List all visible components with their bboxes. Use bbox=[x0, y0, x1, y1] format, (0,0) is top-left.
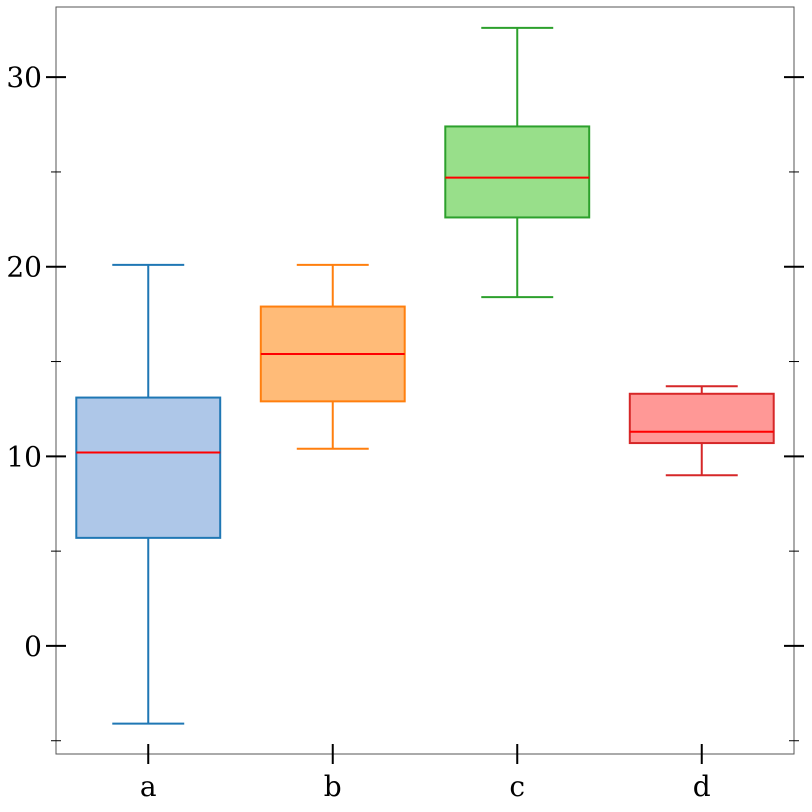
x-tick-label-c: c bbox=[509, 770, 525, 803]
y-tick-label: 10 bbox=[6, 440, 42, 473]
y-tick-label: 20 bbox=[6, 251, 42, 284]
box-group-c bbox=[444, 26, 591, 299]
box-layer bbox=[75, 26, 775, 725]
box-body bbox=[444, 125, 591, 219]
axis-layer: 0 10 20 30 a b c d bbox=[6, 61, 804, 803]
x-tick-label-a: a bbox=[140, 770, 157, 803]
y-tick-label: 30 bbox=[6, 61, 42, 94]
x-tick-label-d: d bbox=[693, 770, 711, 803]
box-group-d bbox=[628, 385, 775, 477]
box-group-a bbox=[75, 263, 222, 725]
box-group-b bbox=[259, 263, 406, 450]
y-tick-label: 0 bbox=[24, 630, 42, 663]
x-tick-label-b: b bbox=[324, 770, 342, 803]
box-body bbox=[628, 392, 775, 445]
plot-area-frame bbox=[55, 6, 795, 755]
box-body bbox=[75, 396, 222, 539]
